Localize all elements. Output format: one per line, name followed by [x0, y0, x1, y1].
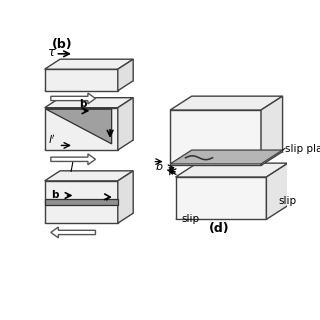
Text: $\tau$: $\tau$ [47, 46, 57, 59]
Polygon shape [118, 98, 133, 150]
Polygon shape [118, 59, 133, 91]
Polygon shape [45, 198, 118, 205]
Polygon shape [261, 96, 283, 165]
Polygon shape [267, 163, 288, 219]
Polygon shape [170, 96, 283, 110]
Text: $b$: $b$ [155, 160, 163, 172]
FancyArrow shape [51, 93, 95, 104]
Polygon shape [46, 109, 112, 144]
Polygon shape [176, 177, 267, 219]
Polygon shape [45, 98, 133, 108]
Text: slip plane: slip plane [285, 144, 320, 154]
FancyArrow shape [51, 154, 95, 165]
Polygon shape [45, 59, 133, 69]
Polygon shape [176, 163, 288, 177]
Text: slip: slip [279, 196, 297, 206]
Text: (d): (d) [209, 222, 229, 236]
Polygon shape [45, 171, 133, 181]
Polygon shape [45, 181, 118, 223]
Polygon shape [118, 171, 133, 223]
FancyArrow shape [51, 227, 95, 238]
Text: slip: slip [182, 214, 200, 224]
Text: (b): (b) [52, 38, 73, 52]
Text: $l$: $l$ [69, 161, 75, 175]
Polygon shape [45, 69, 118, 91]
Polygon shape [170, 150, 283, 164]
Polygon shape [170, 110, 261, 165]
Polygon shape [45, 108, 118, 150]
Text: $\mathbf{b}$: $\mathbf{b}$ [51, 188, 60, 200]
Text: $l'$: $l'$ [48, 133, 56, 146]
Text: $\mathbf{b}$: $\mathbf{b}$ [78, 97, 88, 109]
